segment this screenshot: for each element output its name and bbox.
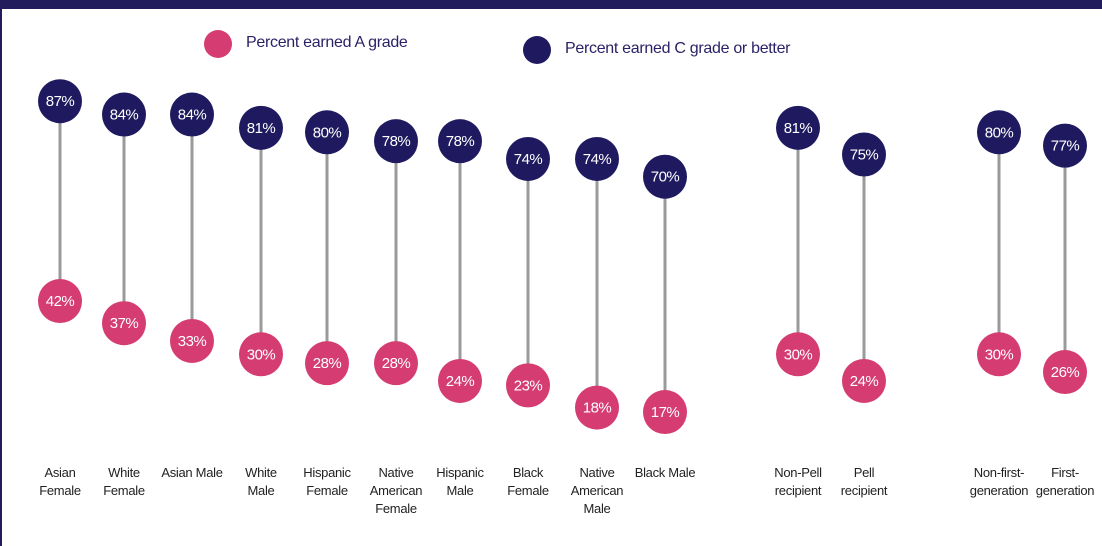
dot <box>102 92 146 137</box>
data-label: 75% <box>850 146 879 163</box>
legend-label: Percent earned C grade or better <box>565 40 791 57</box>
x-tick-label: Non-first-generation <box>969 465 1029 498</box>
data-label: 80% <box>985 124 1014 141</box>
data-label: 30% <box>784 346 813 363</box>
data-label: 74% <box>583 151 612 168</box>
x-tick-label: Hispanic Male <box>436 465 484 498</box>
data-label: 17% <box>651 404 680 421</box>
data-label: 84% <box>178 107 207 124</box>
data-label: 28% <box>382 355 411 372</box>
data-label: 42% <box>46 293 75 310</box>
dot <box>575 136 619 181</box>
top-bar <box>0 0 1102 9</box>
x-tick-label: Native American Male <box>570 465 624 516</box>
dot <box>239 105 283 150</box>
legend-swatch <box>523 36 551 64</box>
data-label: 37% <box>110 315 139 332</box>
data-label: 80% <box>313 124 342 141</box>
dot <box>102 301 146 346</box>
dot <box>438 119 482 164</box>
x-tick-label: Non-Pell recipient <box>774 465 822 498</box>
dot <box>643 390 687 435</box>
data-label: 30% <box>985 346 1014 363</box>
data-label: 24% <box>446 373 475 390</box>
data-label: 28% <box>313 355 342 372</box>
data-label: 81% <box>784 120 813 137</box>
dot <box>38 279 82 324</box>
dot <box>776 105 820 150</box>
dot <box>1043 350 1087 395</box>
data-label: 24% <box>850 373 879 390</box>
dot <box>170 92 214 137</box>
x-tick-label: White Male <box>245 465 277 498</box>
dot <box>239 332 283 377</box>
data-label: 23% <box>514 377 543 394</box>
dot <box>977 332 1021 377</box>
x-tick-label: Asian Female <box>39 465 81 498</box>
x-tick-label: Black Female <box>507 465 549 498</box>
dot <box>374 341 418 386</box>
data-label: 26% <box>1051 364 1080 381</box>
x-tick-label: White Female <box>103 465 145 498</box>
dot <box>506 136 550 181</box>
data-label: 18% <box>583 400 612 417</box>
data-label: 77% <box>1051 138 1080 155</box>
dot <box>506 363 550 408</box>
dot <box>438 358 482 403</box>
legend-label: Percent earned A grade <box>246 34 408 51</box>
data-label: 78% <box>382 133 411 150</box>
dot <box>170 318 214 363</box>
dot <box>842 132 886 177</box>
data-label: 84% <box>110 107 139 124</box>
x-tick-label: Pell recipient <box>840 465 888 498</box>
legend-swatch <box>204 30 232 58</box>
data-label: 78% <box>446 133 475 150</box>
dot <box>305 110 349 155</box>
left-border <box>0 0 2 546</box>
dot <box>305 341 349 386</box>
x-tick-label: Black Male <box>634 465 696 480</box>
x-tick-label: Native American Female <box>369 465 423 516</box>
x-tick-label: Hispanic Female <box>303 465 351 498</box>
dot <box>1043 123 1087 168</box>
data-label: 33% <box>178 333 207 350</box>
x-tick-label: Asian Male <box>161 465 223 480</box>
data-label: 74% <box>514 151 543 168</box>
dot <box>776 332 820 377</box>
x-tick-label: First-generation <box>1035 465 1095 498</box>
dot <box>575 385 619 430</box>
dot <box>38 79 82 124</box>
data-label: 70% <box>651 169 680 186</box>
data-label: 81% <box>247 120 276 137</box>
data-label: 87% <box>46 93 75 110</box>
dot <box>643 154 687 199</box>
data-label: 30% <box>247 346 276 363</box>
dot <box>842 358 886 403</box>
dot <box>977 110 1021 155</box>
dot <box>374 119 418 164</box>
